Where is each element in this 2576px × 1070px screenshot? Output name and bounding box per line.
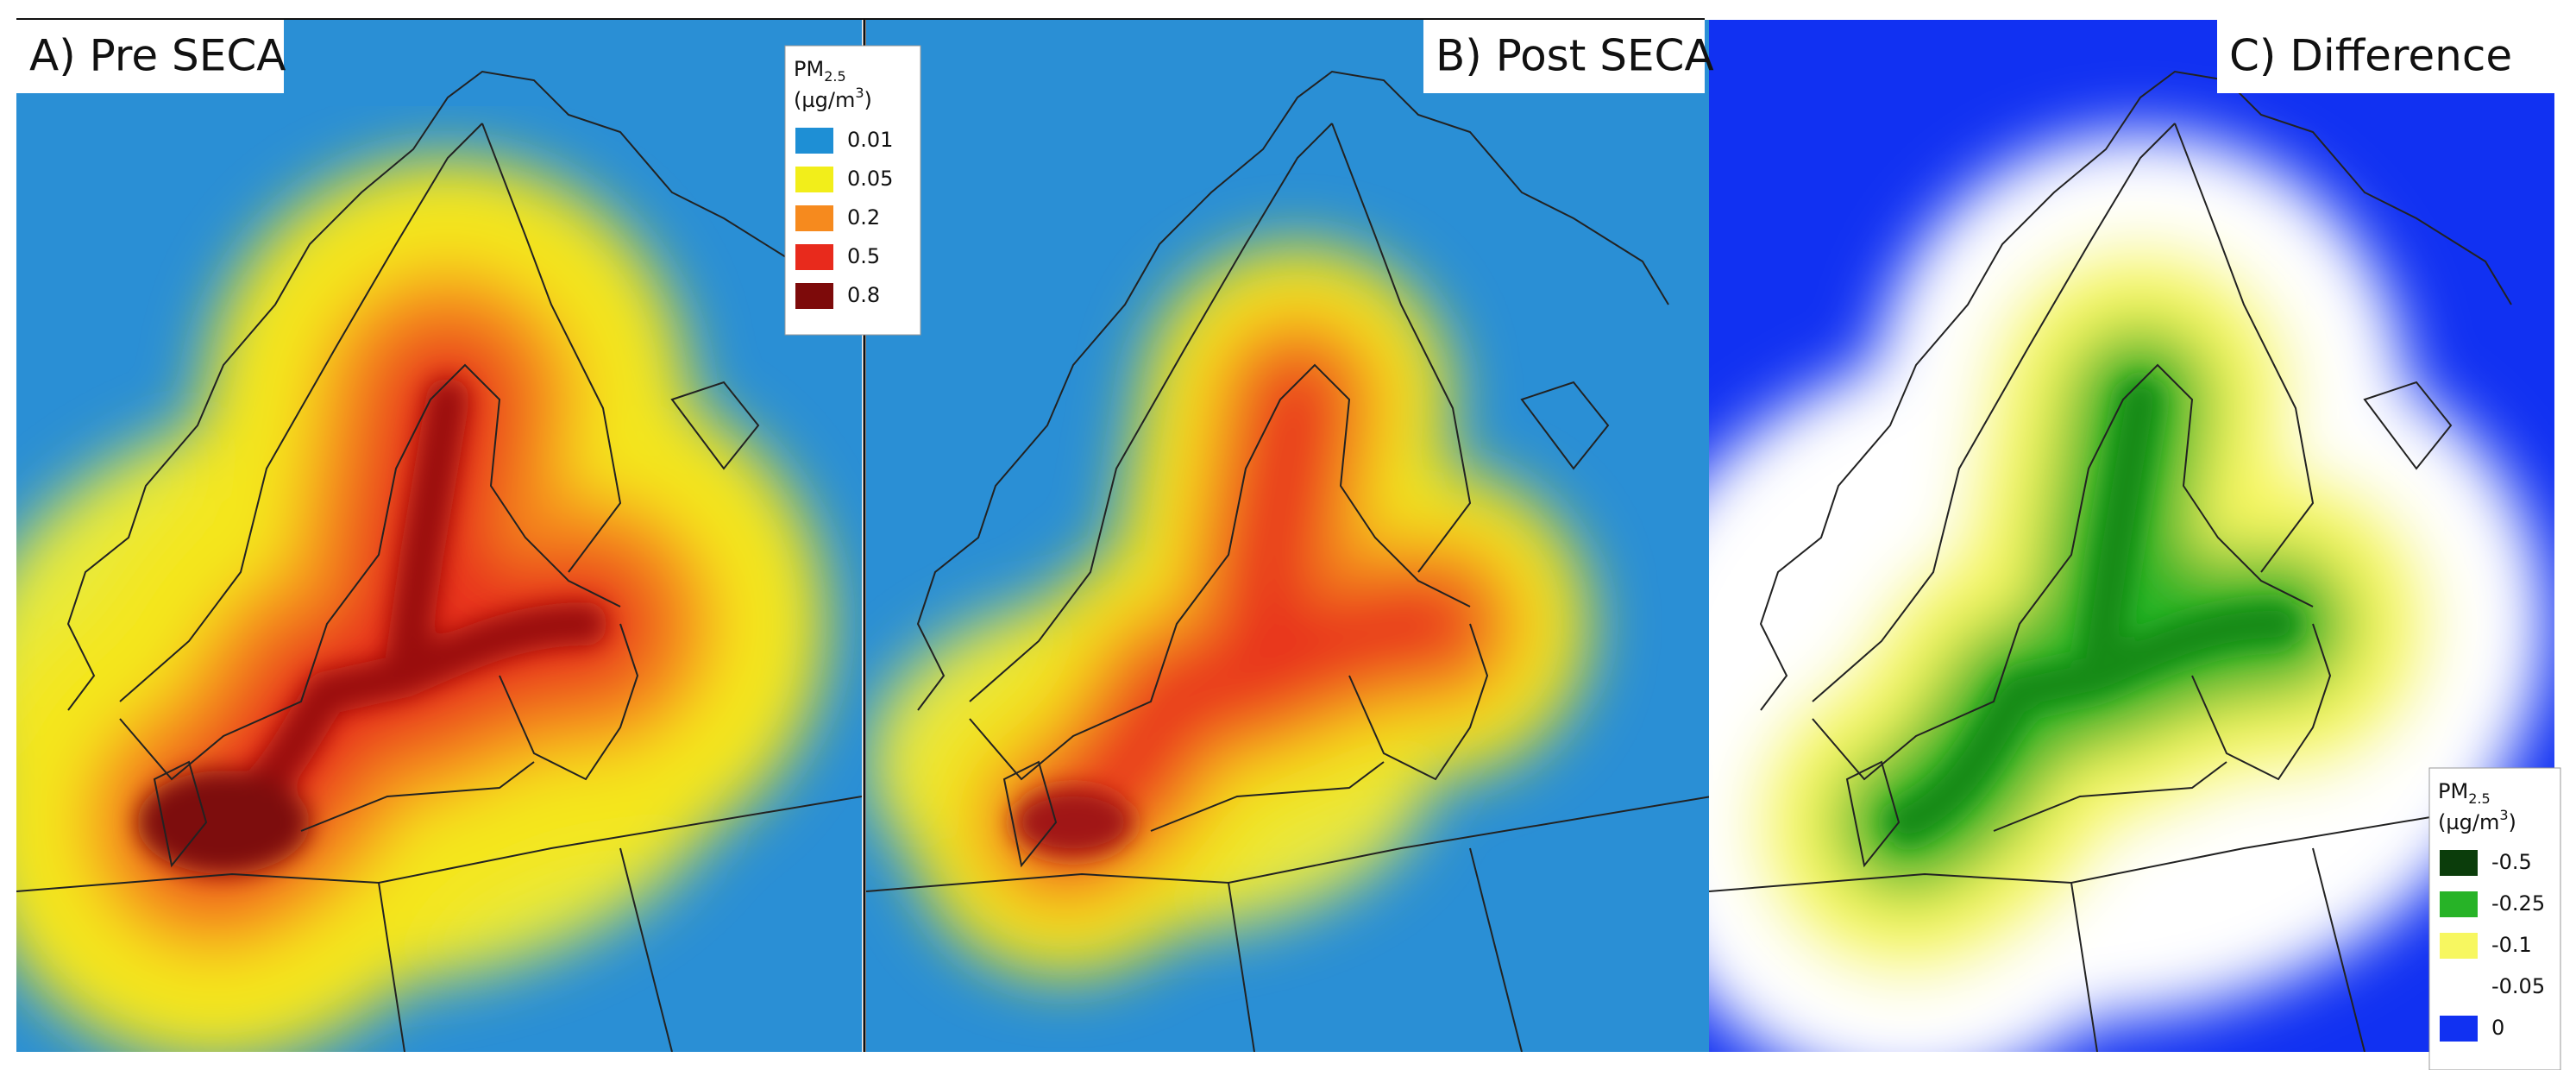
legend-unit-end: ) <box>864 88 872 112</box>
legend-swatch <box>2440 1016 2478 1042</box>
legend-unit-text: (µg/m <box>794 88 855 112</box>
map-panel-c <box>1709 20 2554 1052</box>
legend-unit-text: (µg/m <box>2438 810 2499 834</box>
legend-label: 0 <box>2491 1016 2504 1040</box>
map-panel-b <box>866 20 1712 1052</box>
legend-swatch <box>795 128 833 154</box>
legend-swatch <box>2440 974 2478 1000</box>
legend-swatch <box>2440 933 2478 959</box>
legend-label: -0.5 <box>2491 850 2532 874</box>
title-box <box>16 20 284 93</box>
legend-label: -0.05 <box>2491 974 2545 998</box>
legend-title-sub: 2.5 <box>2468 790 2490 807</box>
legend-label: -0.25 <box>2491 891 2545 916</box>
legend-title-text: PM <box>794 57 824 81</box>
legend-swatch <box>795 244 833 270</box>
map-panel-a <box>16 20 862 1052</box>
legend: PM2.5(µg/m3)0.010.050.20.50.8 <box>784 45 921 336</box>
legend-label: 0.5 <box>847 244 880 268</box>
legend-unit-sup: 3 <box>855 85 864 101</box>
legend-label: 0.05 <box>847 167 893 191</box>
legend: PM2.5(µg/m3)-0.5-0.25-0.1-0.050 <box>2428 767 2561 1070</box>
panel-title: C) Difference <box>2229 31 2512 81</box>
legend-swatch <box>2440 891 2478 917</box>
legend-unit-end: ) <box>2509 810 2516 834</box>
legend-label: -0.1 <box>2491 933 2532 957</box>
legend-label: 0.8 <box>847 283 880 307</box>
panel-title: A) Pre SECA <box>29 31 286 81</box>
legend-unit: (µg/m3) <box>794 85 872 113</box>
legend-unit-sup: 3 <box>2499 807 2508 823</box>
legend-title: PM2.5 <box>794 57 846 85</box>
legend-swatch <box>2440 850 2478 876</box>
legend-title-sub: 2.5 <box>824 68 845 85</box>
title-box <box>2217 20 2572 93</box>
legend-title-text: PM <box>2438 779 2468 803</box>
legend-swatch <box>795 167 833 192</box>
title-box <box>1423 20 1705 93</box>
legend-unit: (µg/m3) <box>2438 807 2516 835</box>
legend-swatch <box>795 205 833 231</box>
legend-label: 0.01 <box>847 128 893 152</box>
panel-title: B) Post SECA <box>1436 31 1714 81</box>
legend-label: 0.2 <box>847 205 880 230</box>
legend-title: PM2.5 <box>2438 779 2491 807</box>
legend-swatch <box>795 283 833 309</box>
